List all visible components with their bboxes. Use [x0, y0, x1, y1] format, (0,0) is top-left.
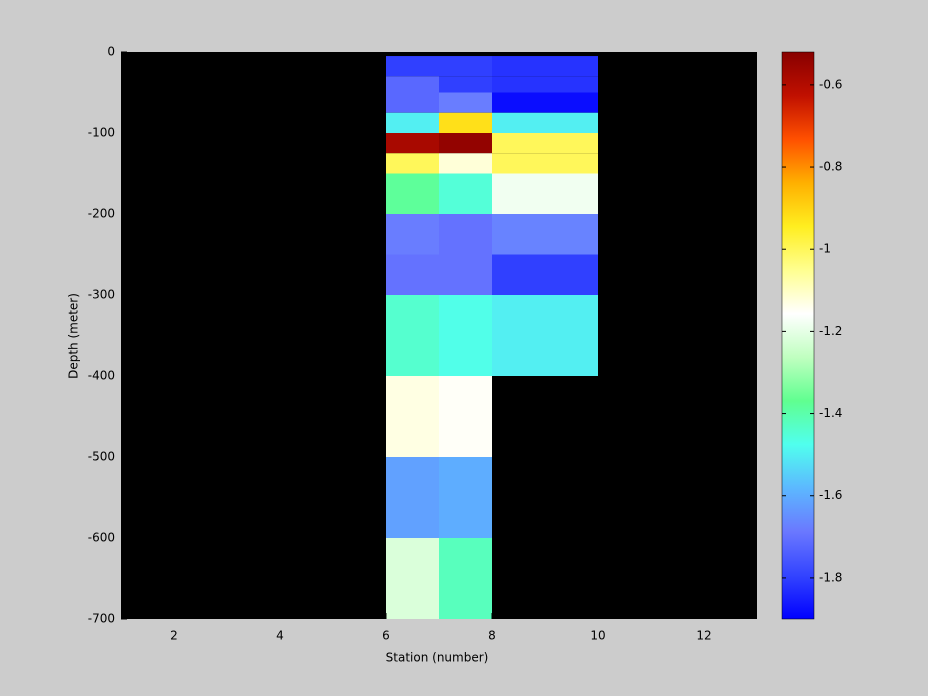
- heatmap-cell: [492, 92, 598, 113]
- heatmap-cell: [439, 173, 492, 214]
- heatmap-cell: [439, 56, 492, 77]
- heatmap-cell: [492, 112, 598, 133]
- heatmap-cell: [439, 457, 492, 538]
- heatmap-cell: [439, 538, 492, 619]
- heatmap-cell: [439, 295, 492, 376]
- y-tick-label: -600: [88, 531, 115, 545]
- x-tick-label: 2: [170, 629, 178, 643]
- heatmap-cell: [386, 173, 439, 214]
- x-tick-label: 10: [590, 629, 605, 643]
- x-axis-label: Station (number): [386, 651, 489, 665]
- x-tick-label: 6: [382, 629, 390, 643]
- heatmap-cell: [386, 457, 439, 538]
- heatmap-cell: [386, 295, 439, 376]
- heatmap-cell: [439, 76, 492, 93]
- y-tick-label: -200: [88, 207, 115, 221]
- heatmap-cell: [439, 254, 492, 295]
- heatmap-cell: [439, 133, 492, 154]
- heatmap-cell: [386, 76, 439, 93]
- colorbar-tick-label: -1: [819, 242, 831, 256]
- colorbar: [781, 51, 815, 620]
- heatmap-cell: [386, 133, 439, 154]
- colorbar-tick-label: -0.6: [819, 77, 842, 91]
- heatmap-cell: [386, 254, 439, 295]
- x-tick-label: 8: [488, 629, 496, 643]
- y-tick-label: 0: [107, 45, 115, 59]
- colorbar-tick-label: -1.4: [819, 406, 842, 420]
- colorbar-tick-label: -1.2: [819, 324, 842, 338]
- y-axis-label: Depth (meter): [67, 293, 81, 379]
- heatmap-cell: [386, 153, 439, 174]
- heatmap-cell: [386, 376, 439, 457]
- heatmap-cell: [492, 214, 598, 255]
- heatmap-cell: [492, 153, 598, 174]
- heatmap-cell: [386, 56, 439, 77]
- y-tick-label: -700: [88, 612, 115, 626]
- heatmap-cell: [492, 133, 598, 154]
- heatmap-cell: [439, 214, 492, 255]
- y-tick-label: -100: [88, 126, 115, 140]
- heatmap-cell: [439, 92, 492, 113]
- x-tick-label: 4: [276, 629, 284, 643]
- heatmap-cell: [492, 295, 598, 376]
- colorbar-tick-label: -1.6: [819, 488, 842, 502]
- y-tick-label: -500: [88, 450, 115, 464]
- x-tick-label: 12: [696, 629, 711, 643]
- heatmap-cell: [492, 76, 598, 93]
- heatmap-cell: [492, 56, 598, 77]
- heatmap-cell: [492, 173, 598, 214]
- heatmap-cell: [439, 153, 492, 174]
- y-tick-label: -400: [88, 369, 115, 383]
- y-tick-label: -300: [88, 288, 115, 302]
- heatmap-cell: [439, 112, 492, 133]
- heatmap-cell: [439, 376, 492, 457]
- heatmap-cell: [386, 112, 439, 133]
- heatmap-cell: [386, 538, 439, 619]
- heatmap-cell: [386, 92, 439, 113]
- heatmap-cell: [386, 214, 439, 255]
- colorbar-tick-label: -0.8: [819, 160, 842, 174]
- heatmap-cell: [492, 254, 598, 295]
- colorbar-tick-label: -1.8: [819, 570, 842, 584]
